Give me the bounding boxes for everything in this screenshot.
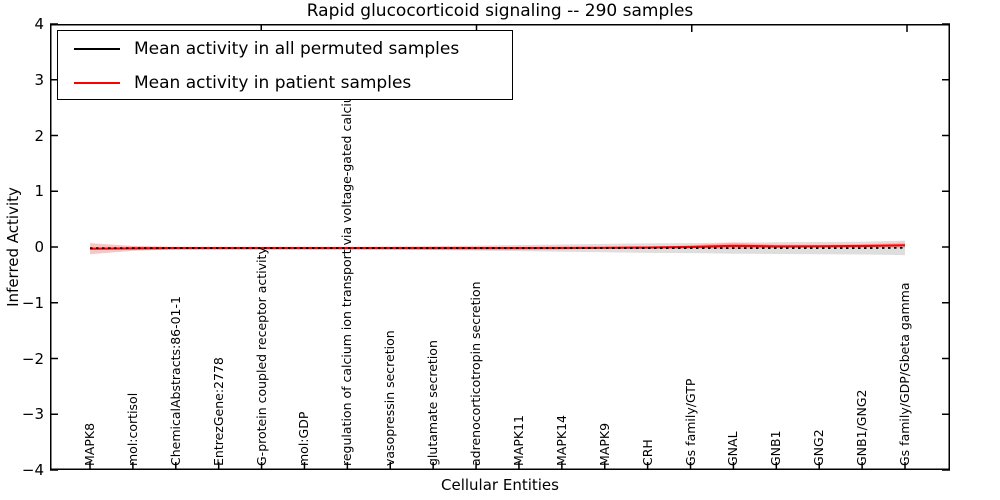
x-tick-label: mol:GDP — [296, 411, 312, 466]
x-tick-label: MAPK9 — [596, 422, 612, 466]
x-tick-label: GNB1 — [768, 430, 784, 466]
x-tick-label: adrenocorticotropin secretion — [468, 281, 484, 466]
y-tick-label: −4 — [21, 461, 44, 479]
legend-item-permuted: Mean activity in all permuted samples — [58, 33, 512, 65]
patient-line-sample-icon — [74, 82, 120, 84]
x-tick-label: GNAL — [725, 431, 741, 466]
y-tick-label: −2 — [21, 349, 44, 368]
x-tick-label: glutamate secretion — [425, 340, 441, 466]
x-tick-label: GNG2 — [811, 429, 827, 466]
plot-area — [50, 23, 950, 471]
x-tick-label: vasopressin secretion — [382, 330, 398, 466]
x-tick-label: EntrezGene:2778 — [210, 357, 226, 466]
y-tick-label: 2 — [34, 126, 44, 145]
y-tick-label: 4 — [34, 15, 44, 33]
y-tick-label: 3 — [34, 70, 44, 89]
x-tick-label: GNB1/GNG2 — [854, 389, 870, 466]
x-tick-label: Gs family/GTP — [682, 378, 698, 466]
y-tick-label: 1 — [34, 182, 44, 201]
x-tick-label: G-protein coupled receptor activity — [253, 247, 269, 466]
legend: Mean activity in all permuted samples Me… — [57, 30, 513, 100]
patient-mean-line — [89, 244, 906, 250]
permuted-line-sample-icon — [74, 48, 120, 50]
y-tick-label: 0 — [34, 238, 44, 256]
x-tick-label: Gs family/GDP/Gbeta gamma — [897, 282, 912, 466]
y-tick-label: −3 — [21, 405, 44, 424]
legend-item-patient: Mean activity in patient samples — [58, 67, 512, 99]
x-tick-label: CRH — [639, 439, 655, 466]
x-axis-label: Cellular Entities — [441, 476, 559, 494]
x-tick-label: mol:cortisol — [124, 392, 140, 466]
x-tick-label: ChemicalAbstracts:86-01-1 — [167, 296, 183, 466]
y-tick-label: −1 — [21, 293, 44, 312]
chart-title: Rapid glucocorticoid signaling -- 290 sa… — [306, 1, 694, 21]
legend-label-permuted: Mean activity in all permuted samples — [134, 39, 460, 59]
legend-label-patient: Mean activity in patient samples — [134, 73, 412, 93]
x-tick-label: MAPK8 — [82, 422, 97, 466]
x-tick-label: MAPK14 — [553, 415, 569, 466]
x-tick-label: MAPK11 — [510, 415, 526, 466]
